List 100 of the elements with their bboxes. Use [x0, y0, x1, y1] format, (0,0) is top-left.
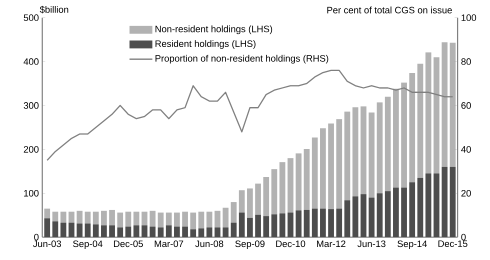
bar: [222, 228, 229, 238]
bar: [117, 228, 124, 238]
bar: [450, 42, 456, 168]
bar: [434, 174, 440, 238]
bar: [442, 167, 448, 238]
bar: [271, 169, 278, 214]
bar: [360, 106, 366, 194]
x-tick-label: Dec-15: [438, 240, 468, 248]
bar: [384, 96, 391, 192]
bar: [158, 212, 164, 228]
bar: [409, 182, 416, 238]
bar: [52, 212, 58, 222]
bar: [255, 184, 261, 215]
x-tick-label: Sep-14: [398, 240, 427, 250]
bar: [92, 212, 99, 225]
bar: [376, 193, 383, 238]
bar: [279, 162, 286, 214]
bar: [214, 210, 220, 228]
bar: [182, 226, 188, 238]
bar: [328, 209, 334, 238]
bar: [44, 208, 50, 218]
y-axis-title: $billion: [40, 6, 68, 14]
bar: [222, 208, 229, 228]
bar: [401, 82, 407, 188]
y2-tick-label: 0: [461, 234, 466, 241]
bar: [304, 149, 310, 210]
bar: [425, 52, 432, 174]
bar: [133, 212, 140, 226]
bar: [336, 208, 342, 238]
bar: [60, 212, 66, 223]
bar: [271, 214, 278, 238]
bar: [360, 194, 366, 238]
bar: [312, 208, 318, 238]
bar: [384, 191, 391, 238]
bar: [450, 167, 456, 238]
bar: [182, 212, 188, 227]
bar: [320, 208, 326, 238]
bar: [409, 73, 416, 182]
y-tick-label: 0: [34, 234, 39, 241]
bar: [393, 88, 399, 188]
bar: [296, 153, 302, 210]
bar: [344, 112, 350, 200]
bar: [296, 210, 302, 238]
bar: [174, 212, 180, 227]
bar: [76, 210, 83, 224]
x-tick-label: Dec-05: [114, 240, 143, 248]
bar: [312, 138, 318, 209]
legend-label: Non-resident holdings (LHS): [156, 26, 272, 34]
x-tick-label: Sep-04: [73, 240, 103, 250]
bar: [263, 216, 270, 238]
bar: [158, 228, 164, 238]
bar: [263, 177, 270, 216]
bar: [376, 102, 383, 194]
bar: [320, 128, 326, 209]
bar: [109, 210, 115, 226]
bar: [417, 178, 424, 238]
bar: [76, 224, 83, 238]
y2-tick-label: 80: [461, 58, 471, 66]
bar: [166, 225, 172, 238]
x-tick-label: Jun-13: [357, 240, 386, 248]
bar: [101, 225, 107, 238]
y2-tick-label: 20: [461, 190, 471, 197]
bar: [190, 229, 196, 238]
bar: [368, 198, 375, 238]
legend-label: Proportion of non-resident holdings (RHS): [156, 54, 328, 64]
bar: [288, 212, 294, 238]
x-tick-label: Mar-07: [154, 240, 184, 248]
bar: [442, 42, 448, 168]
bar: [328, 124, 334, 210]
bar: [198, 212, 204, 228]
bar: [84, 212, 91, 224]
y-tick-label: 400: [24, 58, 39, 66]
y-tick-label: 300: [24, 102, 39, 109]
bar: [109, 225, 115, 238]
y2-tick-label: 40: [461, 146, 471, 153]
bar: [352, 107, 358, 196]
bar: [247, 218, 253, 238]
bar: [368, 112, 375, 198]
bar: [133, 225, 140, 238]
bar: [279, 214, 286, 238]
bar: [304, 210, 310, 238]
y2-axis-title: Per cent of total CGS on issue: [327, 6, 452, 14]
bar: [247, 188, 253, 218]
y-tick-label: 100: [24, 190, 39, 197]
bar: [238, 190, 245, 213]
bar: [150, 210, 156, 227]
bar: [401, 188, 407, 238]
x-tick-label: Sep-09: [235, 240, 265, 250]
bar: [142, 225, 148, 238]
bar: [190, 212, 196, 230]
y-tick-label: 200: [24, 146, 39, 153]
bar: [84, 224, 91, 238]
bar: [125, 212, 132, 227]
bar: [117, 212, 124, 228]
bar: [60, 222, 66, 238]
bar: [214, 228, 220, 238]
x-tick-label: Mar-12: [317, 240, 346, 248]
bar: [206, 212, 212, 228]
bar: [92, 224, 99, 238]
y2-tick-label: 60: [461, 102, 471, 109]
